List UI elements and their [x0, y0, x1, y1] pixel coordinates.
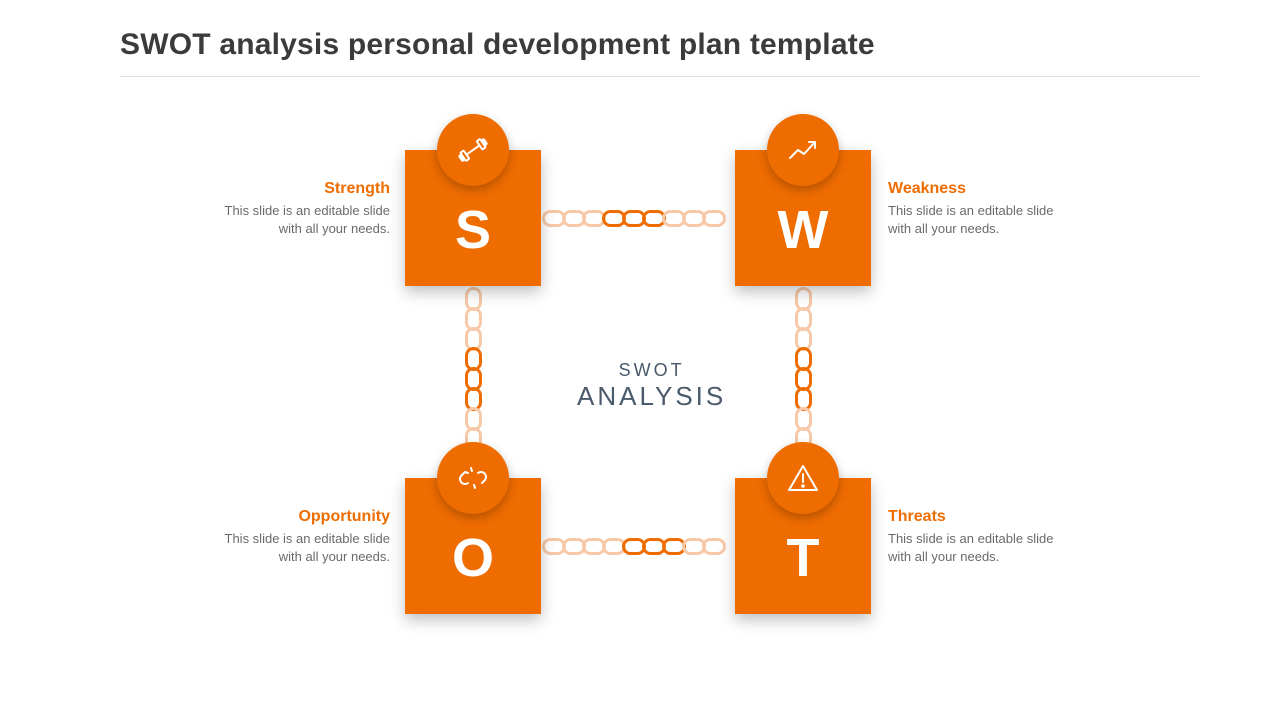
- heading-strength: Strength: [200, 180, 390, 198]
- chain-top: [542, 210, 722, 227]
- dumbbell-icon: [437, 114, 509, 186]
- card-weakness: W: [735, 150, 871, 286]
- warning-icon: [767, 442, 839, 514]
- heading-threats: Threats: [888, 508, 1078, 526]
- chain-bottom: [542, 538, 722, 555]
- letter-s: S: [455, 199, 491, 261]
- trend-icon: [767, 114, 839, 186]
- text-opportunity: Opportunity This slide is an editable sl…: [200, 508, 390, 566]
- text-weakness: Weakness This slide is an editable slide…: [888, 180, 1078, 238]
- heading-opportunity: Opportunity: [200, 508, 390, 526]
- text-strength: Strength This slide is an editable slide…: [200, 180, 390, 238]
- body-opportunity: This slide is an editable slide with all…: [200, 530, 390, 566]
- letter-o: O: [452, 527, 494, 589]
- chain-left: [465, 287, 482, 467]
- body-weakness: This slide is an editable slide with all…: [888, 202, 1078, 238]
- heading-weakness: Weakness: [888, 180, 1078, 198]
- chainbreak-icon: [437, 442, 509, 514]
- center-label: SWOT ANALYSIS: [577, 360, 726, 412]
- body-threats: This slide is an editable slide with all…: [888, 530, 1078, 566]
- card-opportunity: O: [405, 478, 541, 614]
- card-threats: T: [735, 478, 871, 614]
- card-strength: S: [405, 150, 541, 286]
- center-line1: SWOT: [577, 360, 726, 381]
- text-threats: Threats This slide is an editable slide …: [888, 508, 1078, 566]
- letter-w: W: [778, 199, 829, 261]
- diagram-stage: SWOT ANALYSIS S W O T Strength This slid…: [0, 0, 1280, 720]
- chain-right: [795, 287, 812, 467]
- body-strength: This slide is an editable slide with all…: [200, 202, 390, 238]
- center-line2: ANALYSIS: [577, 381, 726, 412]
- letter-t: T: [787, 527, 820, 589]
